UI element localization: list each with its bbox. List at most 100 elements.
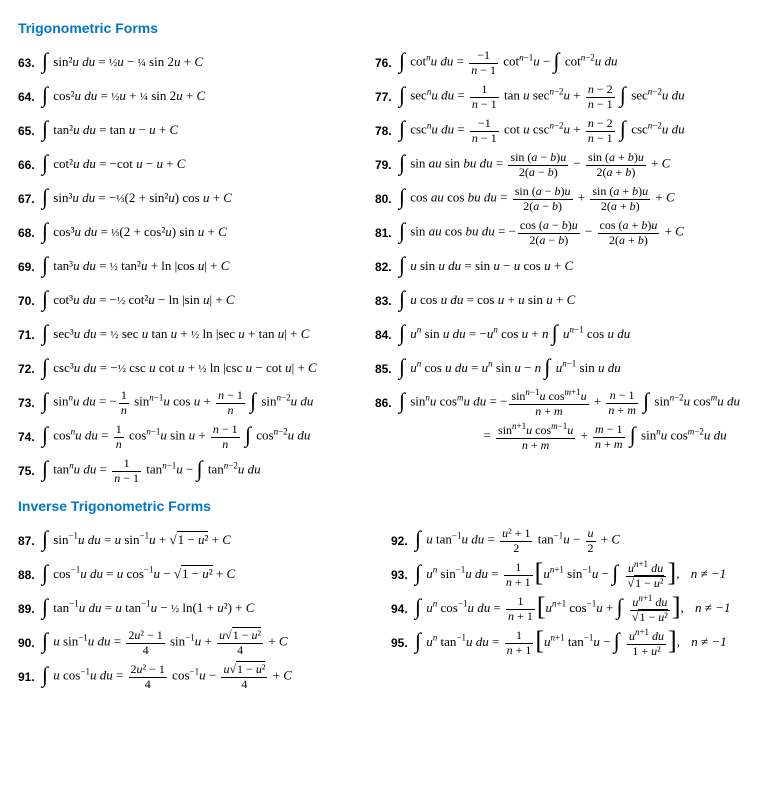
formula-number: 73. — [18, 396, 42, 410]
formula-row: 71.∫ sec³u du = ½ sec u tan u + ½ ln |se… — [18, 320, 351, 350]
formula-row: 67.∫ sin³u du = −⅓(2 + sin²u) cos u + C — [18, 184, 351, 214]
section-title-trig: Trigonometric Forms — [18, 20, 740, 36]
formula-body: ∫ cos²u du = ½u + ¼ sin 2u + C — [42, 84, 205, 110]
formula-row: 66.∫ cot²u du = −cot u − u + C — [18, 150, 351, 180]
formula-number: 83. — [375, 294, 399, 308]
formula-body: ∫ un sin−1u du = 1n + 1[un+1 sin−1u − ∫ … — [415, 560, 726, 590]
formula-number: 90. — [18, 636, 42, 650]
formula-number: 78. — [375, 124, 399, 138]
formula-number: 75. — [18, 464, 42, 478]
formula-row: 72.∫ csc³u du = −½ csc u cot u + ½ ln |c… — [18, 354, 351, 384]
formula-number: 66. — [18, 158, 42, 172]
formula-body: ∫ u sin−1u du = 2u² − 14 sin−1u + u1 − u… — [42, 629, 288, 656]
formula-body: ∫ un cos u du = un sin u − n ∫ un−1 sin … — [399, 356, 621, 382]
formula-row: 93.∫ un sin−1u du = 1n + 1[un+1 sin−1u −… — [391, 560, 740, 590]
formula-row: 89.∫ tan−1u du = u tan−1u − ½ ln(1 + u²)… — [18, 594, 367, 624]
formula-number: 80. — [375, 192, 399, 206]
formula-number: 87. — [18, 534, 42, 548]
formula-number: 94. — [391, 602, 415, 616]
formula-row: 65.∫ tan²u du = tan u − u + C — [18, 116, 351, 146]
formula-number: 95. — [391, 636, 415, 650]
formula-row: 81.∫ sin au cos bu du = −cos (a − b)u2(a… — [375, 218, 740, 248]
formula-number: 77. — [375, 90, 399, 104]
formula-row: 63.∫ sin²u du = ½u − ¼ sin 2u + C — [18, 48, 351, 78]
formula-body: ∫ cos−1u du = u cos−1u − 1 − u² + C — [42, 562, 235, 588]
formula-row: 75.∫ tannu du = 1n − 1 tann−1u − ∫ tann−… — [18, 456, 351, 486]
formula-body: ∫ cot³u du = −½ cot²u − ln |sin u| + C — [42, 288, 235, 314]
formula-body: ∫ tan³u du = ½ tan²u + ln |cos u| + C — [42, 254, 229, 280]
formula-body: ∫ sin au sin bu du = sin (a − b)u2(a − b… — [399, 151, 670, 178]
formula-row: 80.∫ cos au cos bu du = sin (a − b)u2(a … — [375, 184, 740, 214]
formula-row: 86.∫ sinnu cosmu du = −sinn−1u cosm+1un … — [375, 388, 740, 418]
formula-row: 95.∫ un tan−1u du = 1n + 1[un+1 tan−1u −… — [391, 628, 740, 658]
formula-number: 92. — [391, 534, 415, 548]
formula-number: 72. — [18, 362, 42, 376]
formula-row: 74.∫ cosnu du = 1n cosn−1u sin u + n − 1… — [18, 422, 351, 452]
formula-row: 78.∫ cscnu du = −1n − 1 cot u cscn−2u + … — [375, 116, 740, 146]
formula-body: ∫ sinnu du = −1n sinn−1u cos u + n − 1n … — [42, 389, 313, 416]
formula-number: 85. — [375, 362, 399, 376]
formula-body: ∫ tannu du = 1n − 1 tann−1u − ∫ tann−2u … — [42, 457, 261, 484]
formula-number: 79. — [375, 158, 399, 172]
formula-number: 70. — [18, 294, 42, 308]
formula-row: 68.∫ cos³u du = ⅓(2 + cos²u) sin u + C — [18, 218, 351, 248]
formula-body: = sinn+1u cosm−1un + m + m − 1n + m ∫ si… — [399, 422, 727, 451]
formula-body: ∫ u cos u du = cos u + u sin u + C — [399, 288, 575, 314]
formula-number: 82. — [375, 260, 399, 274]
formula-number: 69. — [18, 260, 42, 274]
formula-body: ∫ cosnu du = 1n cosn−1u sin u + n − 1n ∫… — [42, 423, 310, 450]
formula-body: ∫ sin³u du = −⅓(2 + sin²u) cos u + C — [42, 186, 232, 212]
formula-number: 76. — [375, 56, 399, 70]
formula-body: ∫ un cos−1u du = 1n + 1[un+1 cos−1u + ∫ … — [415, 594, 730, 624]
formula-body: ∫ u cos−1u du = 2u² − 14 cos−1u − u1 − u… — [42, 663, 292, 690]
formula-number: 64. — [18, 90, 42, 104]
formula-body: ∫ sin−1u du = u sin−1u + 1 − u² + C — [42, 528, 231, 554]
formula-number: 91. — [18, 670, 42, 684]
formula-body: ∫ u sin u du = sin u − u cos u + C — [399, 254, 573, 280]
formula-number: 86. — [375, 396, 399, 410]
formula-body: ∫ csc³u du = −½ csc u cot u + ½ ln |csc … — [42, 356, 317, 382]
trig-columns: 63.∫ sin²u du = ½u − ¼ sin 2u + C64.∫ co… — [18, 44, 740, 490]
trig-col-left: 63.∫ sin²u du = ½u − ¼ sin 2u + C64.∫ co… — [18, 44, 351, 490]
formula-number: 93. — [391, 568, 415, 582]
formula-row: 88.∫ cos−1u du = u cos−1u − 1 − u² + C — [18, 560, 367, 590]
formula-row: 69.∫ tan³u du = ½ tan²u + ln |cos u| + C — [18, 252, 351, 282]
formula-number: 88. — [18, 568, 42, 582]
formula-row: 90.∫ u sin−1u du = 2u² − 14 sin−1u + u1 … — [18, 628, 367, 658]
formula-body: ∫ tan²u du = tan u − u + C — [42, 118, 178, 144]
formula-row: = sinn+1u cosm−1un + m + m − 1n + m ∫ si… — [375, 422, 740, 452]
formula-number: 68. — [18, 226, 42, 240]
formula-body: ∫ cscnu du = −1n − 1 cot u cscn−2u + n −… — [399, 117, 685, 144]
formula-row: 64.∫ cos²u du = ½u + ¼ sin 2u + C — [18, 82, 351, 112]
formula-row: 85.∫ un cos u du = un sin u − n ∫ un−1 s… — [375, 354, 740, 384]
formula-body: ∫ secnu du = 1n − 1 tan u secn−2u + n − … — [399, 83, 685, 110]
formula-number: 63. — [18, 56, 42, 70]
inverse-col-left: 87.∫ sin−1u du = u sin−1u + 1 − u² + C88… — [18, 522, 367, 696]
formula-number: 84. — [375, 328, 399, 342]
formula-body: ∫ sin²u du = ½u − ¼ sin 2u + C — [42, 50, 203, 76]
formula-row: 77.∫ secnu du = 1n − 1 tan u secn−2u + n… — [375, 82, 740, 112]
formula-row: 82.∫ u sin u du = sin u − u cos u + C — [375, 252, 740, 282]
formula-row: 87.∫ sin−1u du = u sin−1u + 1 − u² + C — [18, 526, 367, 556]
inverse-columns: 87.∫ sin−1u du = u sin−1u + 1 − u² + C88… — [18, 522, 740, 696]
formula-number: 71. — [18, 328, 42, 342]
formula-number: 89. — [18, 602, 42, 616]
formula-row: 91.∫ u cos−1u du = 2u² − 14 cos−1u − u1 … — [18, 662, 367, 692]
formula-body: ∫ un tan−1u du = 1n + 1[un+1 tan−1u − ∫ … — [415, 628, 727, 658]
trig-col-right: 76.∫ cotnu du = −1n − 1 cotn−1u − ∫ cotn… — [375, 44, 740, 490]
formula-number: 65. — [18, 124, 42, 138]
formula-row: 79.∫ sin au sin bu du = sin (a − b)u2(a … — [375, 150, 740, 180]
formula-body: ∫ sin au cos bu du = −cos (a − b)u2(a − … — [399, 219, 684, 246]
formula-body: ∫ sinnu cosmu du = −sinn−1u cosm+1un + m… — [399, 388, 740, 417]
formula-body: ∫ cot²u du = −cot u − u + C — [42, 152, 185, 178]
formula-body: ∫ cotnu du = −1n − 1 cotn−1u − ∫ cotn−2u… — [399, 49, 618, 76]
formula-body: ∫ un sin u du = −un cos u + n ∫ un−1 cos… — [399, 322, 630, 348]
formula-body: ∫ u tan−1u du = u² + 12 tan−1u − u2 + C — [415, 527, 620, 554]
formula-number: 67. — [18, 192, 42, 206]
formula-row: 73.∫ sinnu du = −1n sinn−1u cos u + n − … — [18, 388, 351, 418]
formula-body: ∫ tan−1u du = u tan−1u − ½ ln(1 + u²) + … — [42, 596, 254, 622]
formula-number: 74. — [18, 430, 42, 444]
formula-body: ∫ cos³u du = ⅓(2 + cos²u) sin u + C — [42, 220, 227, 246]
formula-row: 94.∫ un cos−1u du = 1n + 1[un+1 cos−1u +… — [391, 594, 740, 624]
formula-row: 76.∫ cotnu du = −1n − 1 cotn−1u − ∫ cotn… — [375, 48, 740, 78]
